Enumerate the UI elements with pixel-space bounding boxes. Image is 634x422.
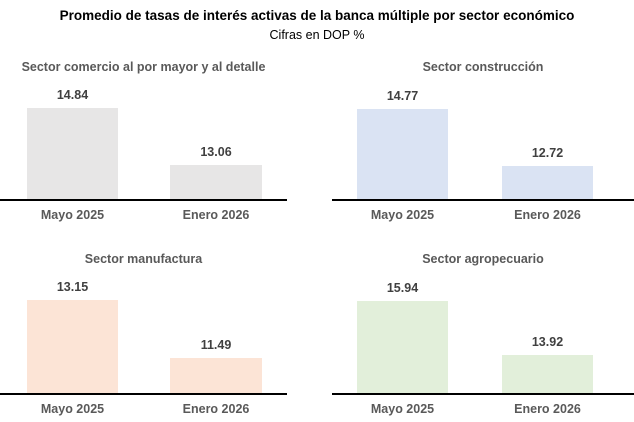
bar-enero-2026 <box>502 355 593 393</box>
x-axis-line <box>332 393 634 395</box>
chart-title: Sector agropecuario <box>422 252 544 266</box>
bar-group-mayo-2025: 14.84 <box>27 88 118 199</box>
bar-value-label: 13.06 <box>200 145 232 159</box>
chart-sector-comercio: Sector comercio al por mayor y al detall… <box>0 55 310 245</box>
chart-title-block: Sector comercio al por mayor y al detall… <box>0 55 310 103</box>
chart-title: Sector construcción <box>422 60 544 74</box>
chart-title-block: Sector agropecuario <box>310 245 634 297</box>
bar-value-label: 14.77 <box>386 89 419 103</box>
category-label-mayo-2025: Mayo 2025 <box>40 402 105 416</box>
x-axis-line <box>0 393 287 395</box>
bar-mayo-2025 <box>27 300 118 393</box>
bar-group-enero-2026: 13.06 <box>170 145 262 199</box>
charts-grid: Sector comercio al por mayor y al detall… <box>0 55 634 422</box>
category-label-mayo-2025: Mayo 2025 <box>370 208 435 222</box>
chart-title: Sector comercio al por mayor y al detall… <box>21 60 266 74</box>
bar-group-enero-2026: 13.92 <box>502 335 593 393</box>
category-label-mayo-2025: Mayo 2025 <box>40 208 105 222</box>
bar-value-label: 14.84 <box>56 88 89 102</box>
chart-title-block: Sector manufactura <box>0 245 310 297</box>
bar-value-label: 13.92 <box>531 335 564 349</box>
category-axis: Mayo 2025 Enero 2026 <box>310 401 634 419</box>
chart-title: Sector manufactura <box>84 252 203 266</box>
bar-group-mayo-2025: 15.94 <box>357 281 448 393</box>
x-axis-line <box>332 199 634 201</box>
chart-sector-agropecuario: Sector agropecuario 15.94 13.92 Mayo 202… <box>310 245 634 422</box>
figure-subtitle: Cifras en DOP % <box>269 28 365 42</box>
category-label-mayo-2025: Mayo 2025 <box>370 402 435 416</box>
chart-sector-construccion: Sector construcción 14.77 12.72 Mayo 202… <box>310 55 634 245</box>
x-axis-line <box>0 199 287 201</box>
category-axis: Mayo 2025 Enero 2026 <box>310 207 634 225</box>
bar-enero-2026 <box>170 358 262 393</box>
bar-group-enero-2026: 12.72 <box>502 146 593 199</box>
figure-header: Promedio de tasas de interés activas de … <box>0 0 634 55</box>
category-label-enero-2026: Enero 2026 <box>514 402 581 416</box>
plot-area: 13.15 11.49 <box>0 280 310 395</box>
bar-mayo-2025 <box>27 108 118 199</box>
bar-enero-2026 <box>502 166 593 199</box>
bar-mayo-2025 <box>357 301 448 393</box>
chart-title-block: Sector construcción <box>310 55 634 103</box>
category-axis: Mayo 2025 Enero 2026 <box>0 207 310 225</box>
category-label-enero-2026: Enero 2026 <box>182 402 250 416</box>
bar-value-label: 13.15 <box>56 280 89 294</box>
bar-group-enero-2026: 11.49 <box>170 338 262 393</box>
category-label-enero-2026: Enero 2026 <box>182 208 250 222</box>
bar-enero-2026 <box>170 165 262 199</box>
chart-sector-manufactura: Sector manufactura 13.15 11.49 Mayo 2025… <box>0 245 310 422</box>
bar-value-label: 15.94 <box>386 281 419 295</box>
plot-area: 15.94 13.92 <box>310 281 634 395</box>
category-axis: Mayo 2025 Enero 2026 <box>0 401 310 419</box>
bar-group-mayo-2025: 13.15 <box>27 280 118 393</box>
plot-area: 14.77 12.72 <box>310 89 634 201</box>
bar-value-label: 11.49 <box>200 338 232 352</box>
bar-group-mayo-2025: 14.77 <box>357 89 448 199</box>
plot-area: 14.84 13.06 <box>0 88 310 201</box>
figure-title: Promedio de tasas de interés activas de … <box>59 8 575 23</box>
category-label-enero-2026: Enero 2026 <box>514 208 581 222</box>
bar-mayo-2025 <box>357 109 448 199</box>
bar-value-label: 12.72 <box>531 146 564 160</box>
